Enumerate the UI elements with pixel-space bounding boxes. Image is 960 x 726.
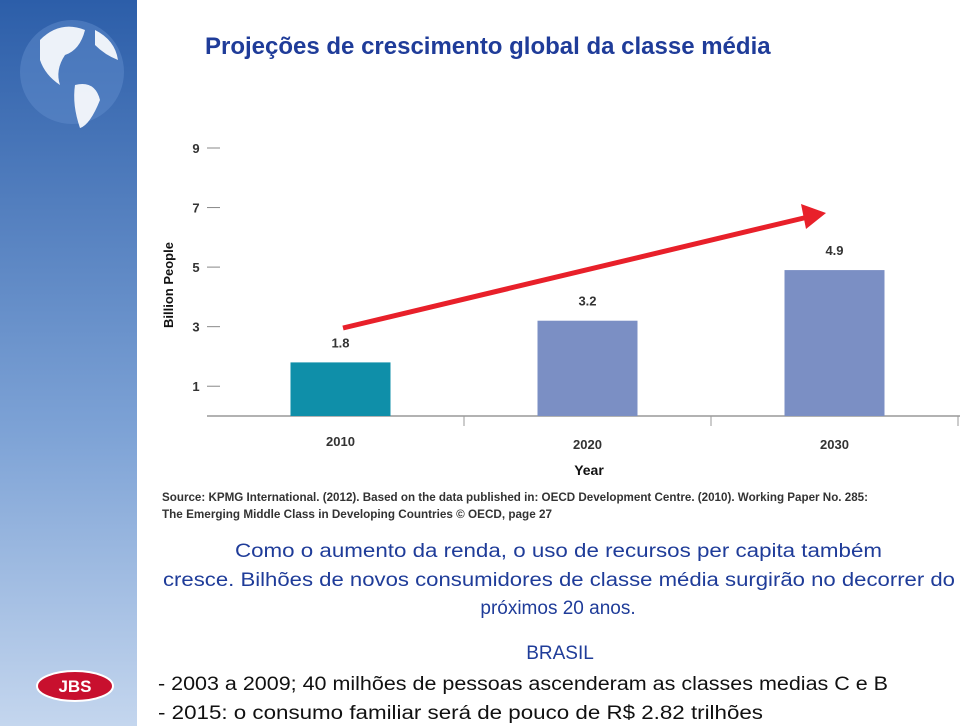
x-tick-label: 2030 <box>820 437 849 452</box>
section-item: - 2015: o consumo familiar será de pouco… <box>158 703 763 724</box>
source-line: Source: KPMG International. (2012). Base… <box>162 492 868 504</box>
x-tick-label: 2020 <box>573 437 602 452</box>
y-tick-label: 1 <box>192 379 199 394</box>
chart: Billion People 1 3 5 7 9 2010 1.8 2020 3.2 2030 4.9… <box>161 141 960 478</box>
x-axis-label: Year <box>574 462 604 478</box>
paragraph-line: cresce. Bilhões de novos consumidores de… <box>163 570 955 591</box>
bar <box>784 270 885 416</box>
value-label: 4.9 <box>825 243 843 258</box>
paragraph-line: próximos 20 anos. <box>480 598 635 619</box>
globe-icon <box>20 20 124 129</box>
section-heading: BRASIL <box>526 643 594 664</box>
logo-text: JBS <box>58 677 91 696</box>
value-label: 1.8 <box>331 335 349 350</box>
y-tick-label: 3 <box>192 320 199 335</box>
slide-title: Projeções de crescimento global da class… <box>205 33 771 60</box>
value-label: 3.2 <box>578 294 596 309</box>
bar <box>537 320 638 416</box>
paragraph-line: Como o aumento da renda, o uso de recurs… <box>235 541 882 562</box>
y-tick-label: 7 <box>192 201 199 216</box>
y-tick-label: 9 <box>192 141 199 156</box>
bar <box>290 362 391 416</box>
y-axis-label: Billion People <box>161 242 176 328</box>
trend-arrow-head <box>801 204 826 229</box>
section-item: - 2003 a 2009; 40 milhões de pessoas asc… <box>158 674 888 695</box>
y-tick-label: 5 <box>192 260 199 275</box>
x-tick-label: 2010 <box>326 434 355 449</box>
source-line: The Emerging Middle Class in Developing … <box>162 509 552 521</box>
jbs-logo: JBS <box>36 670 114 702</box>
trend-arrow <box>342 214 809 331</box>
